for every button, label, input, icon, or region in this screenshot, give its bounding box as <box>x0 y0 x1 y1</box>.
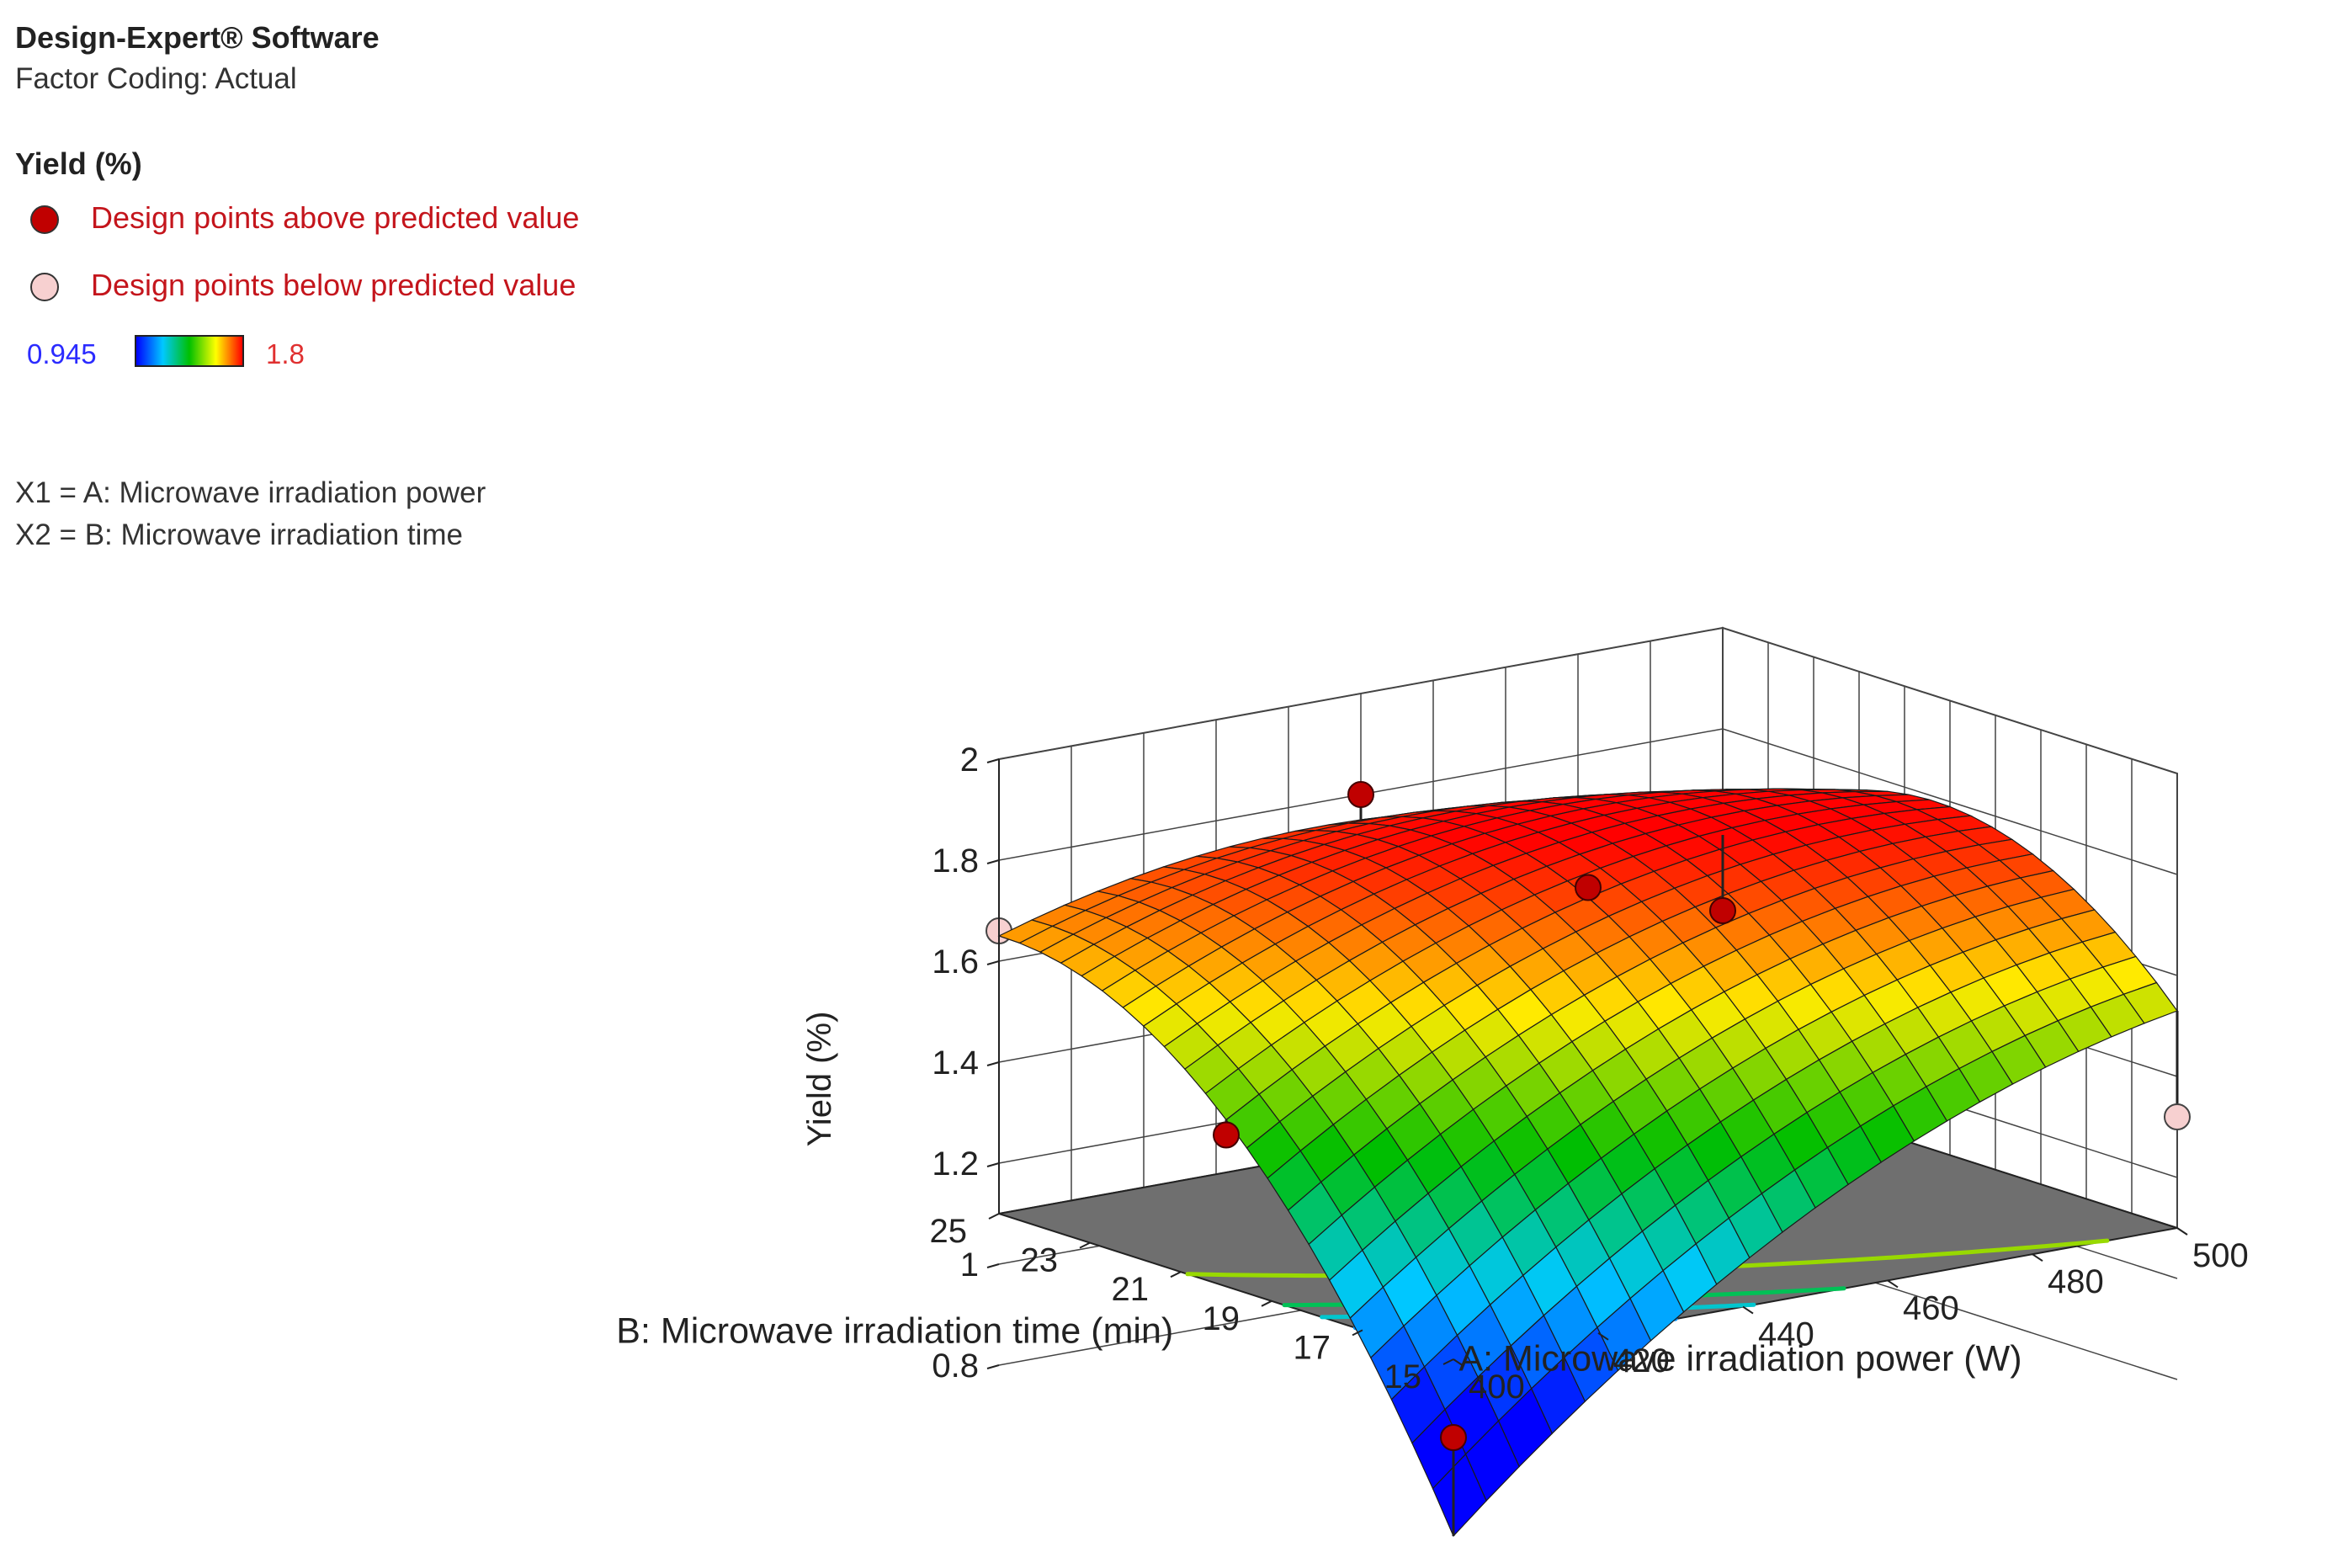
factor-x2-label: X2 = B: Microwave irradiation time <box>15 518 464 551</box>
z-tick-label: 1.8 <box>932 842 979 880</box>
y-tick-mark <box>988 1213 1000 1220</box>
x-axis-title: A: Microwave irradiation power (W) <box>1458 1338 2022 1379</box>
y-tick-mark <box>1352 1329 1363 1337</box>
z-tick-mark <box>986 960 1000 965</box>
z-tick-mark <box>986 1162 1000 1167</box>
y-tick-mark <box>1442 1358 1454 1365</box>
z-tick-mark <box>986 758 1000 763</box>
x-tick-label: 400 <box>1469 1369 1525 1406</box>
factor-x1-label: X1 = A: Microwave irradiation power <box>15 476 486 509</box>
z-tick-mark <box>986 1263 1000 1268</box>
response-surface <box>997 788 2178 1538</box>
y-tick-label: 19 <box>1203 1300 1241 1337</box>
z-tick-mark <box>986 1061 1000 1066</box>
y-tick-label: 21 <box>1112 1271 1150 1308</box>
design-point-above <box>1575 874 1602 901</box>
x-tick-mark <box>1742 1305 1754 1315</box>
x-tick-label: 420 <box>1613 1342 1670 1379</box>
above-label: Design points above predicted value <box>91 200 580 235</box>
y-tick-mark <box>1170 1271 1182 1278</box>
x-tick-mark <box>2032 1253 2043 1262</box>
x-tick-mark <box>1453 1358 1464 1367</box>
x-tick-mark <box>2176 1227 2188 1236</box>
z-axis-title: Yield (%) <box>801 1012 838 1147</box>
axes: 0.8 1 1.2 1.4 1.6 1.8 2 Yield (%) 400 420 440 460 48… <box>616 741 2248 1406</box>
z-tick-label: 0.8 <box>932 1347 979 1385</box>
design-point-above <box>1709 897 1736 924</box>
y-tick-label: 17 <box>1294 1329 1331 1366</box>
x-tick-label: 500 <box>2192 1237 2249 1274</box>
points-above-surface <box>1213 781 1736 1451</box>
z-tick-label: 2 <box>960 741 979 779</box>
below-label: Design points below predicted value <box>91 268 576 302</box>
x-tick-label: 480 <box>2048 1263 2104 1300</box>
y-axis-title: B: Microwave irradiation time (min) <box>616 1311 1173 1352</box>
surface-cell <box>1432 1453 1487 1538</box>
y-tick-label: 15 <box>1384 1358 1422 1395</box>
color-scale-max: 1.8 <box>266 338 305 369</box>
app-title: Design-Expert® Software <box>15 20 380 55</box>
z-tick-label: 1.2 <box>932 1145 979 1183</box>
above-point-icon <box>30 205 59 234</box>
x-tick-label: 440 <box>1758 1316 1814 1353</box>
z-tick-mark <box>986 1364 1000 1369</box>
y-tick-mark <box>1079 1241 1091 1249</box>
x-tick-mark <box>1597 1331 1609 1341</box>
x-tick-label: 460 <box>1903 1289 1959 1326</box>
design-point-above <box>1347 781 1374 808</box>
x-tick-mark <box>1887 1279 1899 1289</box>
response-title: Yield (%) <box>15 146 142 181</box>
y-tick-label: 25 <box>930 1213 968 1250</box>
z-tick-label: 1.4 <box>932 1044 979 1082</box>
design-point-below <box>2164 1103 2191 1130</box>
design-point-above <box>1440 1424 1467 1451</box>
z-tick-label: 1 <box>960 1246 979 1284</box>
z-tick-mark <box>986 859 1000 864</box>
design-point-above <box>1213 1121 1240 1149</box>
factor-coding-label: Factor Coding: Actual <box>15 62 297 95</box>
color-scale-min: 0.945 <box>27 338 97 369</box>
y-tick-mark <box>1261 1300 1272 1307</box>
below-point-icon <box>30 273 59 301</box>
color-gradient-bar <box>135 335 244 367</box>
y-tick-label: 23 <box>1021 1242 1059 1279</box>
z-tick-label: 1.6 <box>932 943 979 981</box>
